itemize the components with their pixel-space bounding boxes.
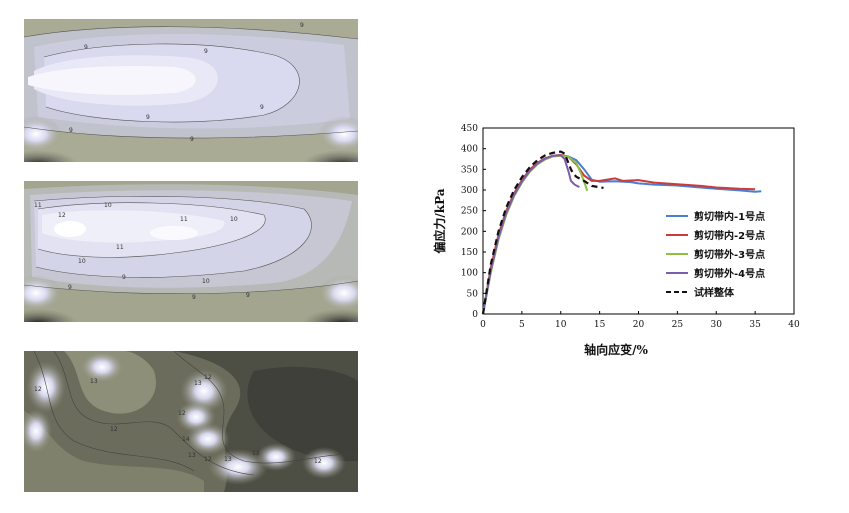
contour-label: 9 bbox=[68, 284, 72, 291]
series-line-4 bbox=[482, 154, 580, 315]
contour-lines bbox=[24, 196, 358, 295]
contour-label: 12 bbox=[58, 212, 66, 219]
y-tick-label: 150 bbox=[461, 248, 478, 258]
contour-label: 9 bbox=[204, 48, 208, 55]
y-tick-label: 250 bbox=[461, 207, 478, 217]
contour-label: 9 bbox=[146, 114, 150, 121]
contour-label: 12 bbox=[314, 458, 322, 465]
contour-label: 10 bbox=[230, 216, 238, 223]
x-tick-label: 40 bbox=[788, 320, 800, 330]
contour-peak bbox=[24, 275, 62, 311]
x-tick-label: 30 bbox=[711, 320, 723, 330]
contour-peak bbox=[318, 275, 358, 311]
contour-label: 13 bbox=[252, 450, 260, 457]
legend-label: 试样整体 bbox=[694, 286, 735, 299]
contour-label: 14 bbox=[182, 436, 190, 443]
contour-label: 9 bbox=[122, 274, 126, 281]
contour-plot-1: 9 9 9 9 9 9 9 bbox=[24, 19, 358, 162]
contour-label: 11 bbox=[180, 216, 188, 223]
contour-dark-zone bbox=[24, 309, 78, 322]
contour-peak bbox=[80, 351, 124, 383]
x-axis-title: 轴向应变/% bbox=[584, 342, 648, 357]
contour-map-panel-2: 11 12 10 11 10 11 10 10 9 9 9 9 bbox=[24, 181, 358, 322]
contour-peak bbox=[208, 449, 268, 485]
contour-label: 10 bbox=[78, 258, 86, 265]
y-tick-label: 0 bbox=[472, 310, 478, 320]
contour-band bbox=[28, 66, 196, 95]
contour-lines bbox=[24, 26, 358, 139]
contour-peak bbox=[256, 443, 296, 471]
x-tick-label: 0 bbox=[480, 320, 486, 330]
contour-plot-2: 11 12 10 11 10 11 10 10 9 9 9 9 bbox=[24, 181, 358, 322]
contour-label: 13 bbox=[188, 452, 196, 459]
contour-label: 12 bbox=[110, 426, 118, 433]
contour-peak bbox=[26, 361, 66, 413]
contour-dark-zone bbox=[302, 309, 358, 322]
x-tick-label: 35 bbox=[749, 320, 761, 330]
y-axis: 0 50 100 150 200 250 300 350 400 450 bbox=[461, 124, 486, 320]
contour-label: 10 bbox=[202, 278, 210, 285]
y-tick-label: 400 bbox=[461, 145, 478, 155]
contour-dark-zone bbox=[24, 150, 78, 162]
contour-label: 13 bbox=[90, 378, 98, 385]
contour-lines bbox=[33, 351, 358, 476]
x-tick-label: 5 bbox=[519, 320, 525, 330]
contour-peak bbox=[150, 226, 198, 240]
contour-label: 9 bbox=[192, 294, 196, 301]
contour-label: 10 bbox=[104, 202, 112, 209]
contour-peak bbox=[186, 423, 230, 455]
contour-label: 13 bbox=[194, 380, 202, 387]
stress-strain-chart: 0 50 100 150 200 250 300 350 400 450 0 5 10 15 20 25 30… bbox=[432, 124, 800, 357]
contour-label: 12 bbox=[34, 386, 42, 393]
contour-map-panel-3: 12 13 12 13 12 12 14 13 12 13 13 12 bbox=[24, 351, 358, 492]
contour-peak bbox=[54, 221, 86, 237]
y-tick-label: 100 bbox=[461, 269, 478, 279]
legend-label: 剪切带外-3号点 bbox=[694, 248, 765, 261]
contour-label: 13 bbox=[224, 456, 232, 463]
y-tick-label: 50 bbox=[467, 289, 479, 299]
y-tick-label: 350 bbox=[461, 165, 478, 175]
contour-label: 9 bbox=[260, 104, 264, 111]
x-tick-label: 20 bbox=[633, 320, 645, 330]
contour-band bbox=[24, 411, 204, 492]
contour-peak bbox=[302, 447, 346, 479]
contour-label: 12 bbox=[204, 374, 212, 381]
contour-label: 9 bbox=[246, 292, 250, 299]
legend-label: 剪切带外-4号点 bbox=[694, 267, 765, 280]
contour-label: 12 bbox=[204, 456, 212, 463]
contour-label: 9 bbox=[84, 44, 88, 51]
contour-dark-zone bbox=[302, 150, 358, 162]
legend-label: 剪切带内-1号点 bbox=[694, 210, 765, 223]
y-tick-label: 450 bbox=[461, 124, 478, 134]
contour-peak bbox=[24, 409, 52, 453]
contour-label: 11 bbox=[116, 244, 124, 251]
series-line-5 bbox=[481, 150, 604, 315]
x-tick-label: 25 bbox=[672, 320, 684, 330]
x-tick-label: 10 bbox=[555, 320, 567, 330]
contour-label: 12 bbox=[178, 410, 186, 417]
contour-band bbox=[247, 366, 358, 462]
y-tick-label: 200 bbox=[461, 227, 478, 237]
contour-peak bbox=[318, 116, 358, 152]
x-tick-label: 15 bbox=[594, 320, 606, 330]
contour-label: 9 bbox=[190, 136, 194, 143]
legend-label: 剪切带内-2号点 bbox=[694, 229, 765, 242]
series-lines bbox=[481, 150, 762, 315]
contour-map-panel-1: 9 9 9 9 9 9 9 bbox=[24, 19, 358, 162]
contour-peak bbox=[24, 116, 62, 152]
contour-label: 9 bbox=[69, 127, 73, 134]
y-tick-label: 300 bbox=[461, 186, 478, 196]
contour-label: 9 bbox=[300, 22, 304, 29]
y-axis-title: 偏应力/kPa bbox=[432, 188, 447, 253]
contour-plot-3: 12 13 12 13 12 12 14 13 12 13 13 12 bbox=[24, 351, 358, 492]
contour-label: 11 bbox=[34, 202, 42, 209]
